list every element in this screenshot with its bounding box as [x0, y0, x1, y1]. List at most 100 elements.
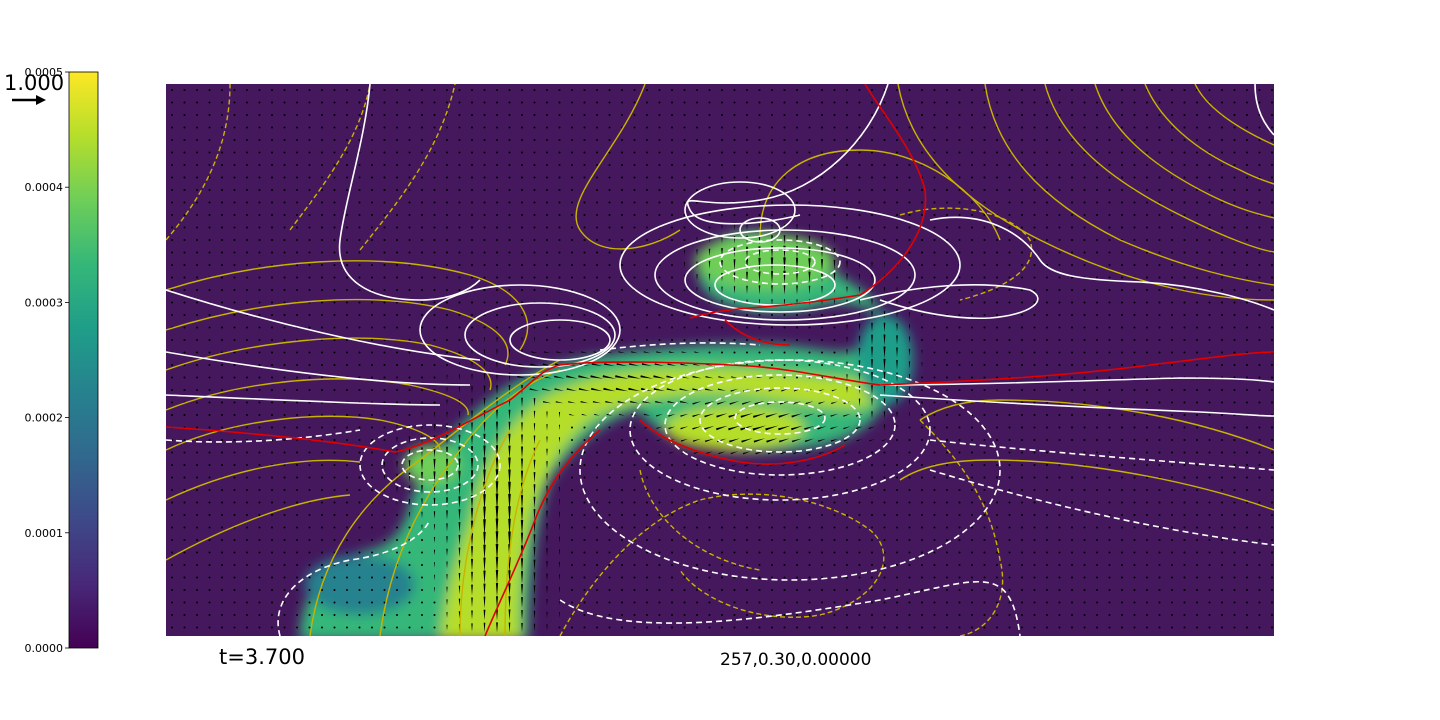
velocity-arrow [746, 126, 748, 129]
velocity-arrow [621, 564, 623, 566]
velocity-arrow [1221, 526, 1223, 529]
velocity-arrow [296, 226, 298, 229]
velocity-arrow [896, 164, 898, 166]
velocity-arrow [183, 101, 186, 104]
velocity-arrow [658, 464, 661, 466]
velocity-arrow [1133, 401, 1136, 404]
velocity-arrow [983, 139, 986, 141]
velocity-arrow [1058, 601, 1061, 604]
velocity-arrow [831, 401, 838, 405]
velocity-arrow [933, 551, 936, 554]
velocity-arrow [721, 626, 723, 629]
velocity-arrow [533, 251, 536, 254]
velocity-arrow [708, 514, 711, 516]
velocity-arrow [546, 326, 548, 329]
velocity-arrow [883, 576, 886, 579]
velocity-arrow [396, 461, 398, 469]
velocity-arrow [658, 489, 661, 491]
velocity-arrow [721, 260, 723, 270]
velocity-arrow [846, 176, 848, 179]
velocity-arrow [1158, 589, 1161, 591]
velocity-arrow [646, 551, 648, 554]
velocity-arrow [833, 176, 836, 179]
velocity-arrow [383, 601, 386, 604]
velocity-arrow [1221, 551, 1223, 554]
velocity-arrow [308, 576, 311, 579]
velocity-arrow [546, 151, 548, 154]
velocity-arrow [896, 424, 898, 431]
velocity-arrow [808, 89, 811, 91]
velocity-arrow [583, 464, 586, 466]
velocity-arrow [283, 89, 286, 91]
velocity-arrow [633, 251, 636, 254]
velocity-arrow [396, 214, 398, 216]
velocity-arrow [495, 445, 499, 460]
velocity-arrow [983, 89, 986, 91]
velocity-arrow [208, 151, 211, 154]
velocity-arrow [258, 551, 261, 554]
velocity-arrow [996, 439, 998, 441]
velocity-arrow [358, 426, 361, 429]
velocity-arrow [1258, 276, 1261, 279]
velocity-arrow [396, 239, 398, 241]
velocity-arrow [858, 360, 861, 370]
velocity-arrow [446, 301, 448, 304]
velocity-arrow [933, 164, 936, 166]
velocity-arrow [933, 489, 936, 491]
velocity-arrow [858, 526, 861, 529]
velocity-arrow [358, 239, 361, 241]
velocity-arrow [358, 201, 361, 204]
velocity-arrow [1008, 251, 1011, 254]
velocity-arrow [1121, 439, 1123, 441]
velocity-arrow [896, 201, 898, 204]
velocity-arrow [583, 164, 586, 166]
velocity-arrow [946, 476, 948, 479]
velocity-arrow [346, 539, 348, 541]
velocity-arrow [1233, 189, 1236, 191]
velocity-arrow [868, 426, 876, 430]
velocity-arrow [508, 609, 511, 621]
velocity-arrow [408, 401, 411, 404]
velocity-arrow [1133, 251, 1136, 254]
velocity-arrow [783, 201, 786, 204]
velocity-arrow [1208, 301, 1211, 304]
velocity-arrow [1096, 164, 1098, 166]
velocity-arrow [591, 363, 603, 366]
velocity-arrow [633, 139, 636, 141]
velocity-arrow [433, 614, 436, 616]
velocity-arrow [783, 589, 786, 591]
velocity-arrow [733, 272, 736, 283]
velocity-arrow [783, 489, 786, 491]
velocity-arrow [696, 89, 698, 91]
velocity-arrow [858, 114, 861, 116]
velocity-arrow [1033, 201, 1036, 204]
velocity-arrow [558, 239, 561, 241]
velocity-arrow [1146, 464, 1148, 466]
velocity-arrow [458, 251, 461, 254]
velocity-arrow [1183, 476, 1186, 479]
velocity-arrow [521, 264, 523, 266]
velocity-arrow [1196, 326, 1198, 329]
velocity-arrow [346, 526, 348, 529]
velocity-arrow [458, 289, 461, 291]
velocity-arrow [871, 359, 873, 371]
velocity-arrow [496, 314, 498, 316]
velocity-arrow [633, 589, 636, 591]
velocity-arrow [246, 476, 248, 479]
velocity-arrow [583, 139, 586, 141]
velocity-arrow [843, 426, 851, 430]
velocity-arrow [896, 464, 898, 466]
velocity-arrow [996, 614, 998, 616]
velocity-arrow [708, 126, 711, 129]
velocity-arrow [508, 409, 511, 421]
velocity-arrow [383, 226, 386, 229]
velocity-arrow [1196, 114, 1198, 116]
velocity-arrow [296, 501, 298, 504]
velocity-arrow [1208, 414, 1211, 416]
velocity-arrow [846, 89, 848, 91]
velocity-arrow [508, 531, 511, 549]
velocity-arrow [483, 531, 486, 549]
velocity-arrow [871, 489, 873, 491]
velocity-arrow [333, 389, 336, 391]
velocity-arrow [858, 551, 861, 554]
